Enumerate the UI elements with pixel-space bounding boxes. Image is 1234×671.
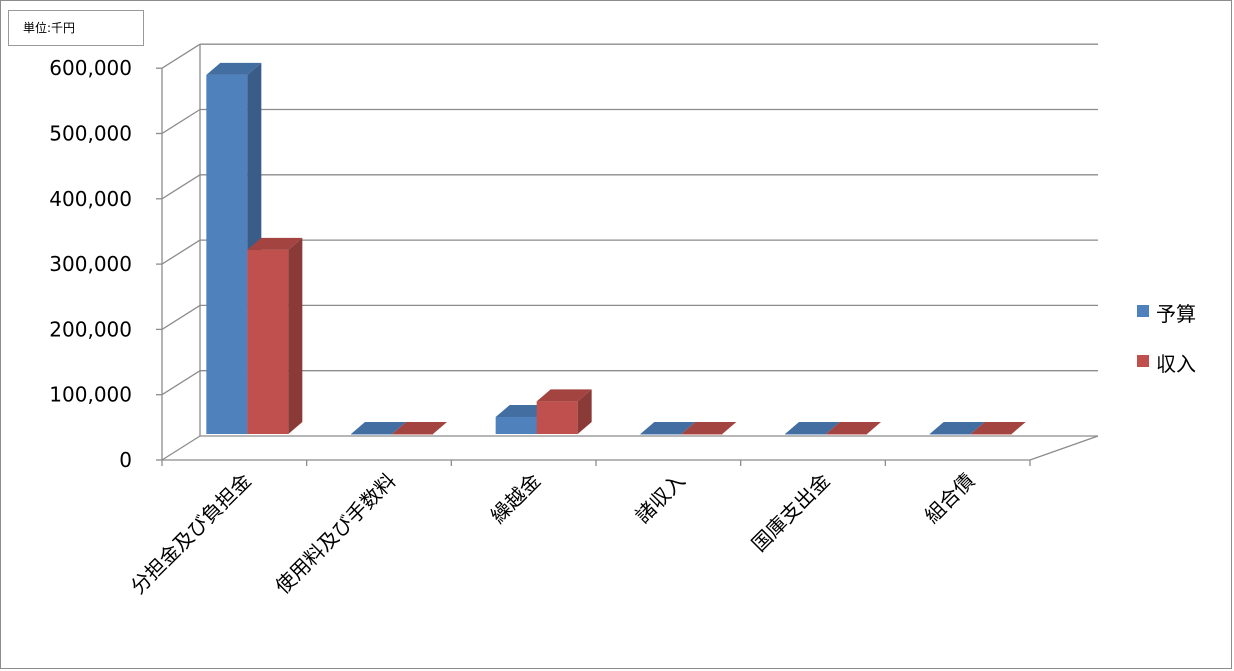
y-tick-label: 200,000 xyxy=(49,317,132,341)
y-tick-label: 100,000 xyxy=(49,383,132,407)
bar-side xyxy=(577,389,592,434)
x-tick-label: 諸収入 xyxy=(630,469,689,528)
y-tick-label: 600,000 xyxy=(49,56,132,80)
bar-income xyxy=(247,249,289,434)
bar-top xyxy=(929,422,985,434)
legend-swatch xyxy=(1137,355,1149,367)
bar-budget xyxy=(929,434,971,435)
y-tick-label: 0 xyxy=(119,448,132,472)
floor-right-edge xyxy=(1029,435,1099,461)
bar-income xyxy=(826,434,867,435)
axis-layer xyxy=(156,67,1099,466)
bar-top xyxy=(247,237,303,250)
legend-label: 収入 xyxy=(1156,352,1196,376)
gridline-side xyxy=(161,43,201,69)
bar-top xyxy=(536,389,592,402)
bar-top xyxy=(392,422,447,434)
bar-top xyxy=(785,422,840,434)
bar-budget xyxy=(351,434,392,435)
gridline-side xyxy=(161,239,201,265)
bar-top xyxy=(206,62,262,75)
bar-side xyxy=(288,237,303,434)
x-tick-label: 繰越金 xyxy=(486,469,545,528)
bar-budget xyxy=(785,434,826,435)
y-tick-label: 400,000 xyxy=(49,187,132,211)
gridline-side xyxy=(161,304,201,330)
bar-income xyxy=(392,434,433,435)
bar-income xyxy=(970,434,1012,435)
bar-layer xyxy=(206,62,1026,435)
grid-layer xyxy=(161,43,1098,461)
bar-top xyxy=(681,422,737,434)
bar-top xyxy=(826,422,881,434)
y-tick-label: 300,000 xyxy=(49,252,132,276)
bar-top xyxy=(351,422,406,434)
gridline-side xyxy=(161,370,201,396)
bar-top xyxy=(970,422,1026,434)
gridline-side xyxy=(161,108,201,135)
gridline-side xyxy=(161,174,201,200)
label-layer: 0 100,000 200,000 300,000 400,000 500,000 600,… xyxy=(49,56,979,598)
gridline-side xyxy=(161,435,201,461)
bar-budget xyxy=(495,417,537,434)
legend-swatch xyxy=(1137,305,1149,317)
x-tick-label: 使用料及び手数料 xyxy=(270,469,400,599)
bar-budget xyxy=(640,434,682,435)
y-tick-label: 500,000 xyxy=(49,122,132,146)
bar-budget xyxy=(206,74,248,434)
x-tick-label: 国庫支出金 xyxy=(747,469,835,557)
x-tick-label: 組合債 xyxy=(920,469,979,528)
bar-income xyxy=(536,401,578,434)
x-tick-label: 分担金及び負担金 xyxy=(126,469,256,599)
bar-income xyxy=(681,434,723,435)
unit-label: 単位:千円 xyxy=(8,10,144,46)
legend-label: 予算 xyxy=(1156,302,1196,326)
bar-top xyxy=(640,422,696,434)
